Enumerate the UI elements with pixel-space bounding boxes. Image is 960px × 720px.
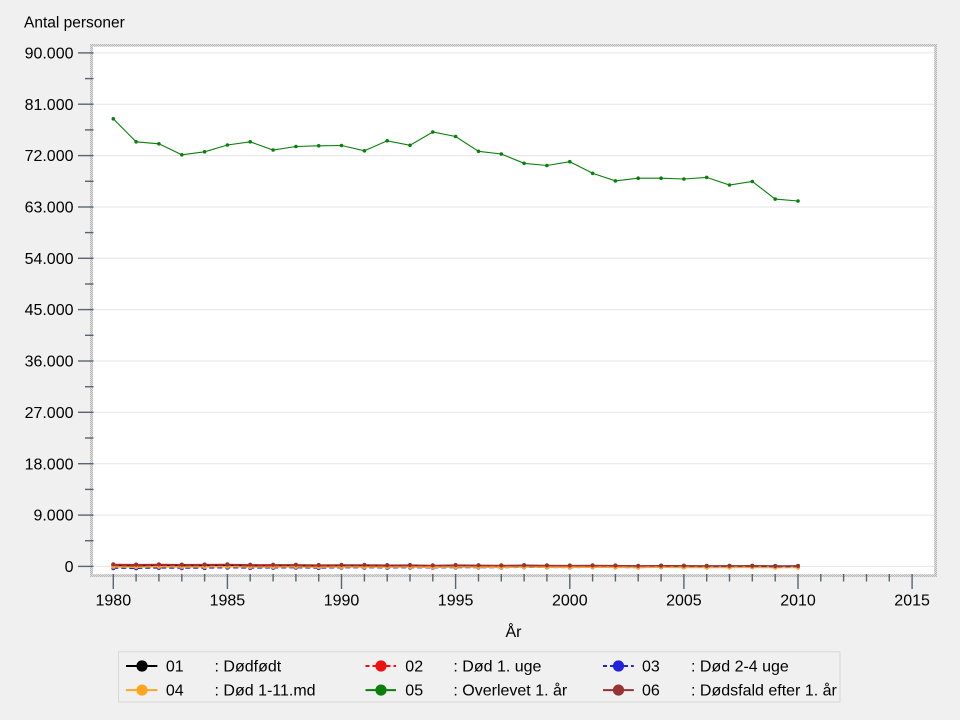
svg-text:: Død 2-4 uge: : Død 2-4 uge	[691, 659, 789, 676]
svg-text:45.000: 45.000	[25, 302, 74, 319]
svg-text:2000: 2000	[552, 593, 588, 610]
svg-text:04: 04	[166, 683, 184, 700]
svg-text:9.000: 9.000	[33, 508, 73, 525]
svg-text:1985: 1985	[210, 593, 246, 610]
svg-text:2010: 2010	[780, 593, 816, 610]
svg-text:90.000: 90.000	[25, 46, 74, 63]
svg-text:1980: 1980	[96, 593, 132, 610]
svg-text:72.000: 72.000	[25, 148, 74, 165]
svg-text:54.000: 54.000	[25, 251, 74, 268]
svg-text:03: 03	[642, 659, 660, 676]
svg-text:Antal personer: Antal personer	[24, 15, 125, 32]
svg-text:: Død 1. uge: : Død 1. uge	[453, 659, 541, 676]
svg-text:: Dødsfald efter 1. år: : Dødsfald efter 1. år	[691, 682, 838, 700]
svg-text:06: 06	[642, 683, 660, 700]
svg-text:01: 01	[166, 659, 184, 676]
svg-text:0: 0	[65, 559, 74, 576]
svg-text:: Overlevet 1. år: : Overlevet 1. år	[453, 682, 567, 700]
svg-text:02: 02	[405, 659, 423, 676]
svg-text:18.000: 18.000	[25, 456, 74, 473]
svg-text:81.000: 81.000	[25, 97, 74, 114]
svg-text:1995: 1995	[438, 593, 474, 610]
svg-text:36.000: 36.000	[25, 354, 74, 371]
svg-text:: Dødfødt: : Dødfødt	[215, 659, 282, 676]
svg-text:63.000: 63.000	[25, 200, 74, 217]
svg-text:År: År	[506, 622, 523, 641]
svg-text:1990: 1990	[324, 593, 360, 610]
svg-text:: Død 1-11.md: : Død 1-11.md	[215, 683, 316, 700]
svg-text:27.000: 27.000	[25, 405, 74, 422]
svg-text:2015: 2015	[894, 593, 930, 610]
svg-text:05: 05	[405, 683, 423, 700]
svg-text:2005: 2005	[666, 593, 702, 610]
